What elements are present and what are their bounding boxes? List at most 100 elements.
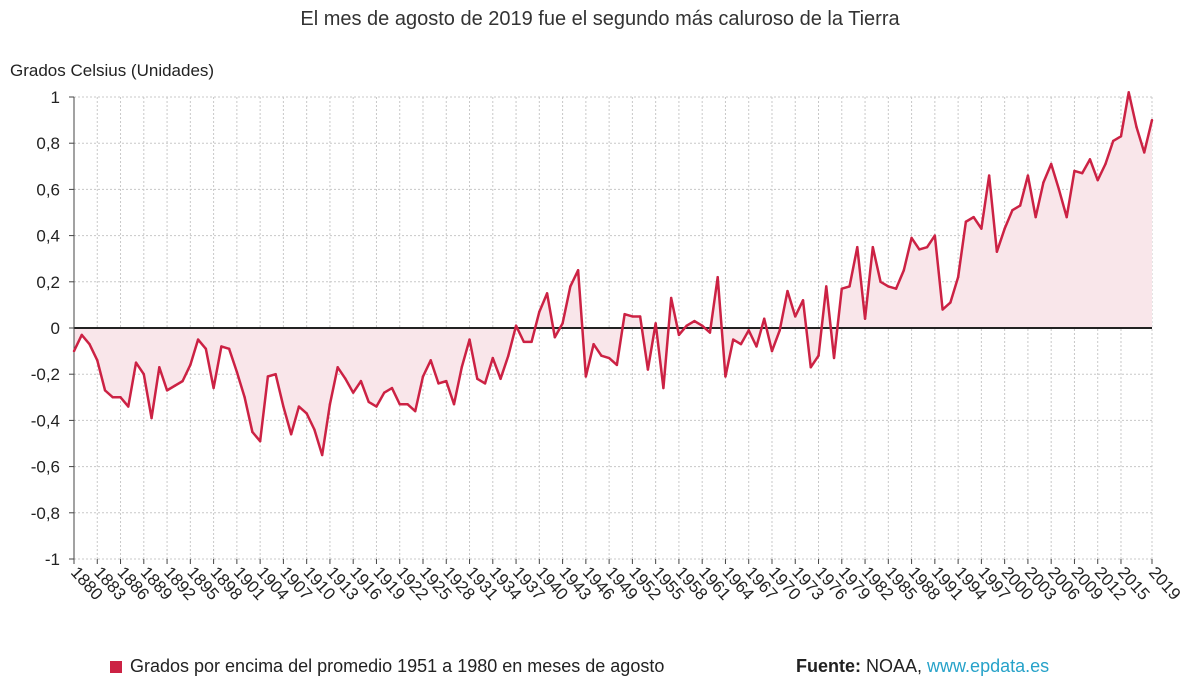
data-point xyxy=(80,333,83,337)
data-point xyxy=(654,322,657,325)
data-point xyxy=(460,366,463,369)
y-tick-label: 0,4 xyxy=(36,227,60,246)
data-point xyxy=(693,319,696,323)
data-point xyxy=(879,280,882,283)
data-point xyxy=(964,220,968,223)
data-point xyxy=(600,354,603,357)
data-point xyxy=(662,386,665,390)
x-tick-label: 2019 xyxy=(1145,563,1184,604)
source-credit: Fuente: NOAA, www.epdata.es xyxy=(796,656,1049,677)
data-point xyxy=(96,359,99,362)
data-point xyxy=(685,324,688,327)
data-point xyxy=(646,368,650,371)
data-point xyxy=(127,405,130,408)
data-point xyxy=(522,340,526,344)
data-point xyxy=(809,366,812,369)
data-point xyxy=(569,285,572,288)
data-point xyxy=(1119,135,1123,138)
data-point xyxy=(530,340,533,344)
data-point xyxy=(351,391,355,394)
data-point xyxy=(1034,215,1037,219)
source-link[interactable]: www.epdata.es xyxy=(927,656,1050,676)
data-point xyxy=(468,338,471,341)
data-point xyxy=(1065,215,1068,219)
y-axis-label: Grados Celsius (Unidades) xyxy=(10,61,215,80)
data-point xyxy=(1088,158,1092,161)
data-point xyxy=(328,403,332,406)
data-point xyxy=(825,285,828,288)
chart-title: El mes de agosto de 2019 fue el segundo … xyxy=(300,8,900,30)
legend: Grados por encima del promedio 1951 a 19… xyxy=(110,656,664,677)
data-point xyxy=(359,379,363,383)
data-point xyxy=(739,342,743,346)
data-point xyxy=(933,234,937,237)
series-line xyxy=(72,91,1154,457)
data-point xyxy=(700,324,704,327)
data-point xyxy=(158,366,161,369)
data-point xyxy=(747,329,750,332)
y-tick-label: 0 xyxy=(51,319,60,338)
data-point xyxy=(778,329,781,332)
data-point xyxy=(592,342,595,346)
data-point xyxy=(1026,174,1030,177)
grid-lines xyxy=(73,96,1153,560)
data-point xyxy=(88,342,91,346)
legend-swatch xyxy=(110,660,122,673)
data-point xyxy=(282,405,285,408)
y-tick-label: -0,6 xyxy=(31,458,60,477)
data-point xyxy=(1143,151,1146,154)
source-label: Fuente: xyxy=(796,656,861,676)
data-point xyxy=(987,174,991,177)
data-point xyxy=(289,433,293,436)
data-point xyxy=(910,236,913,240)
data-point xyxy=(1127,91,1130,94)
data-point xyxy=(832,356,836,360)
data-point xyxy=(1018,204,1022,207)
y-tick-label: 0,6 xyxy=(36,180,60,199)
data-point xyxy=(514,324,518,327)
data-point xyxy=(545,292,549,295)
y-tick-label: -0,2 xyxy=(31,365,60,384)
data-point xyxy=(212,386,215,390)
data-point xyxy=(189,363,192,367)
data-point xyxy=(848,285,851,288)
data-point xyxy=(887,285,890,288)
data-point xyxy=(607,356,611,360)
series-area-fill xyxy=(74,92,1152,456)
data-point xyxy=(941,308,944,311)
data-point xyxy=(491,356,494,360)
data-point xyxy=(398,403,401,406)
data-point xyxy=(1057,188,1061,191)
y-tick-label: -0,8 xyxy=(31,504,60,523)
data-point xyxy=(1096,178,1099,182)
data-point xyxy=(305,412,308,415)
data-point xyxy=(1135,125,1138,129)
data-point xyxy=(1150,118,1154,122)
data-point xyxy=(1049,162,1053,166)
x-axis-ticks: 1880188318861889189218951898190119041907… xyxy=(67,559,1184,604)
data-point xyxy=(220,345,223,348)
y-tick-label: -0,4 xyxy=(31,411,60,430)
y-tick-label: 0,8 xyxy=(36,134,60,153)
legend-label: Grados por encima del promedio 1951 a 19… xyxy=(130,656,665,676)
y-tick-label: -1 xyxy=(45,550,60,569)
data-point xyxy=(918,248,921,251)
data-point xyxy=(763,317,766,320)
data-point xyxy=(72,349,76,353)
data-point xyxy=(173,384,177,387)
data-point xyxy=(227,347,231,350)
data-point xyxy=(732,338,735,341)
data-point xyxy=(134,361,138,364)
data-point xyxy=(1042,181,1045,184)
data-point xyxy=(429,359,432,362)
data-point xyxy=(483,382,487,385)
data-point xyxy=(235,370,239,374)
data-point xyxy=(421,375,425,378)
data-point xyxy=(949,301,952,304)
data-point xyxy=(956,275,960,279)
data-point xyxy=(1104,162,1107,166)
data-point xyxy=(445,379,448,383)
data-point xyxy=(755,345,758,348)
data-point xyxy=(584,375,588,378)
y-axis-ticks: 1 0,8 0,6 0,4 0,2 0 -0,2 -0,4 -0,6 -0,8 -1 xyxy=(31,88,74,569)
